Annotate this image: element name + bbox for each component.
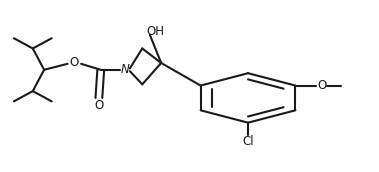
Text: O: O — [70, 56, 79, 69]
Text: N: N — [121, 63, 130, 76]
Text: O: O — [94, 99, 103, 112]
Text: O: O — [317, 79, 326, 92]
Text: OH: OH — [147, 25, 164, 38]
Text: Cl: Cl — [242, 135, 254, 148]
